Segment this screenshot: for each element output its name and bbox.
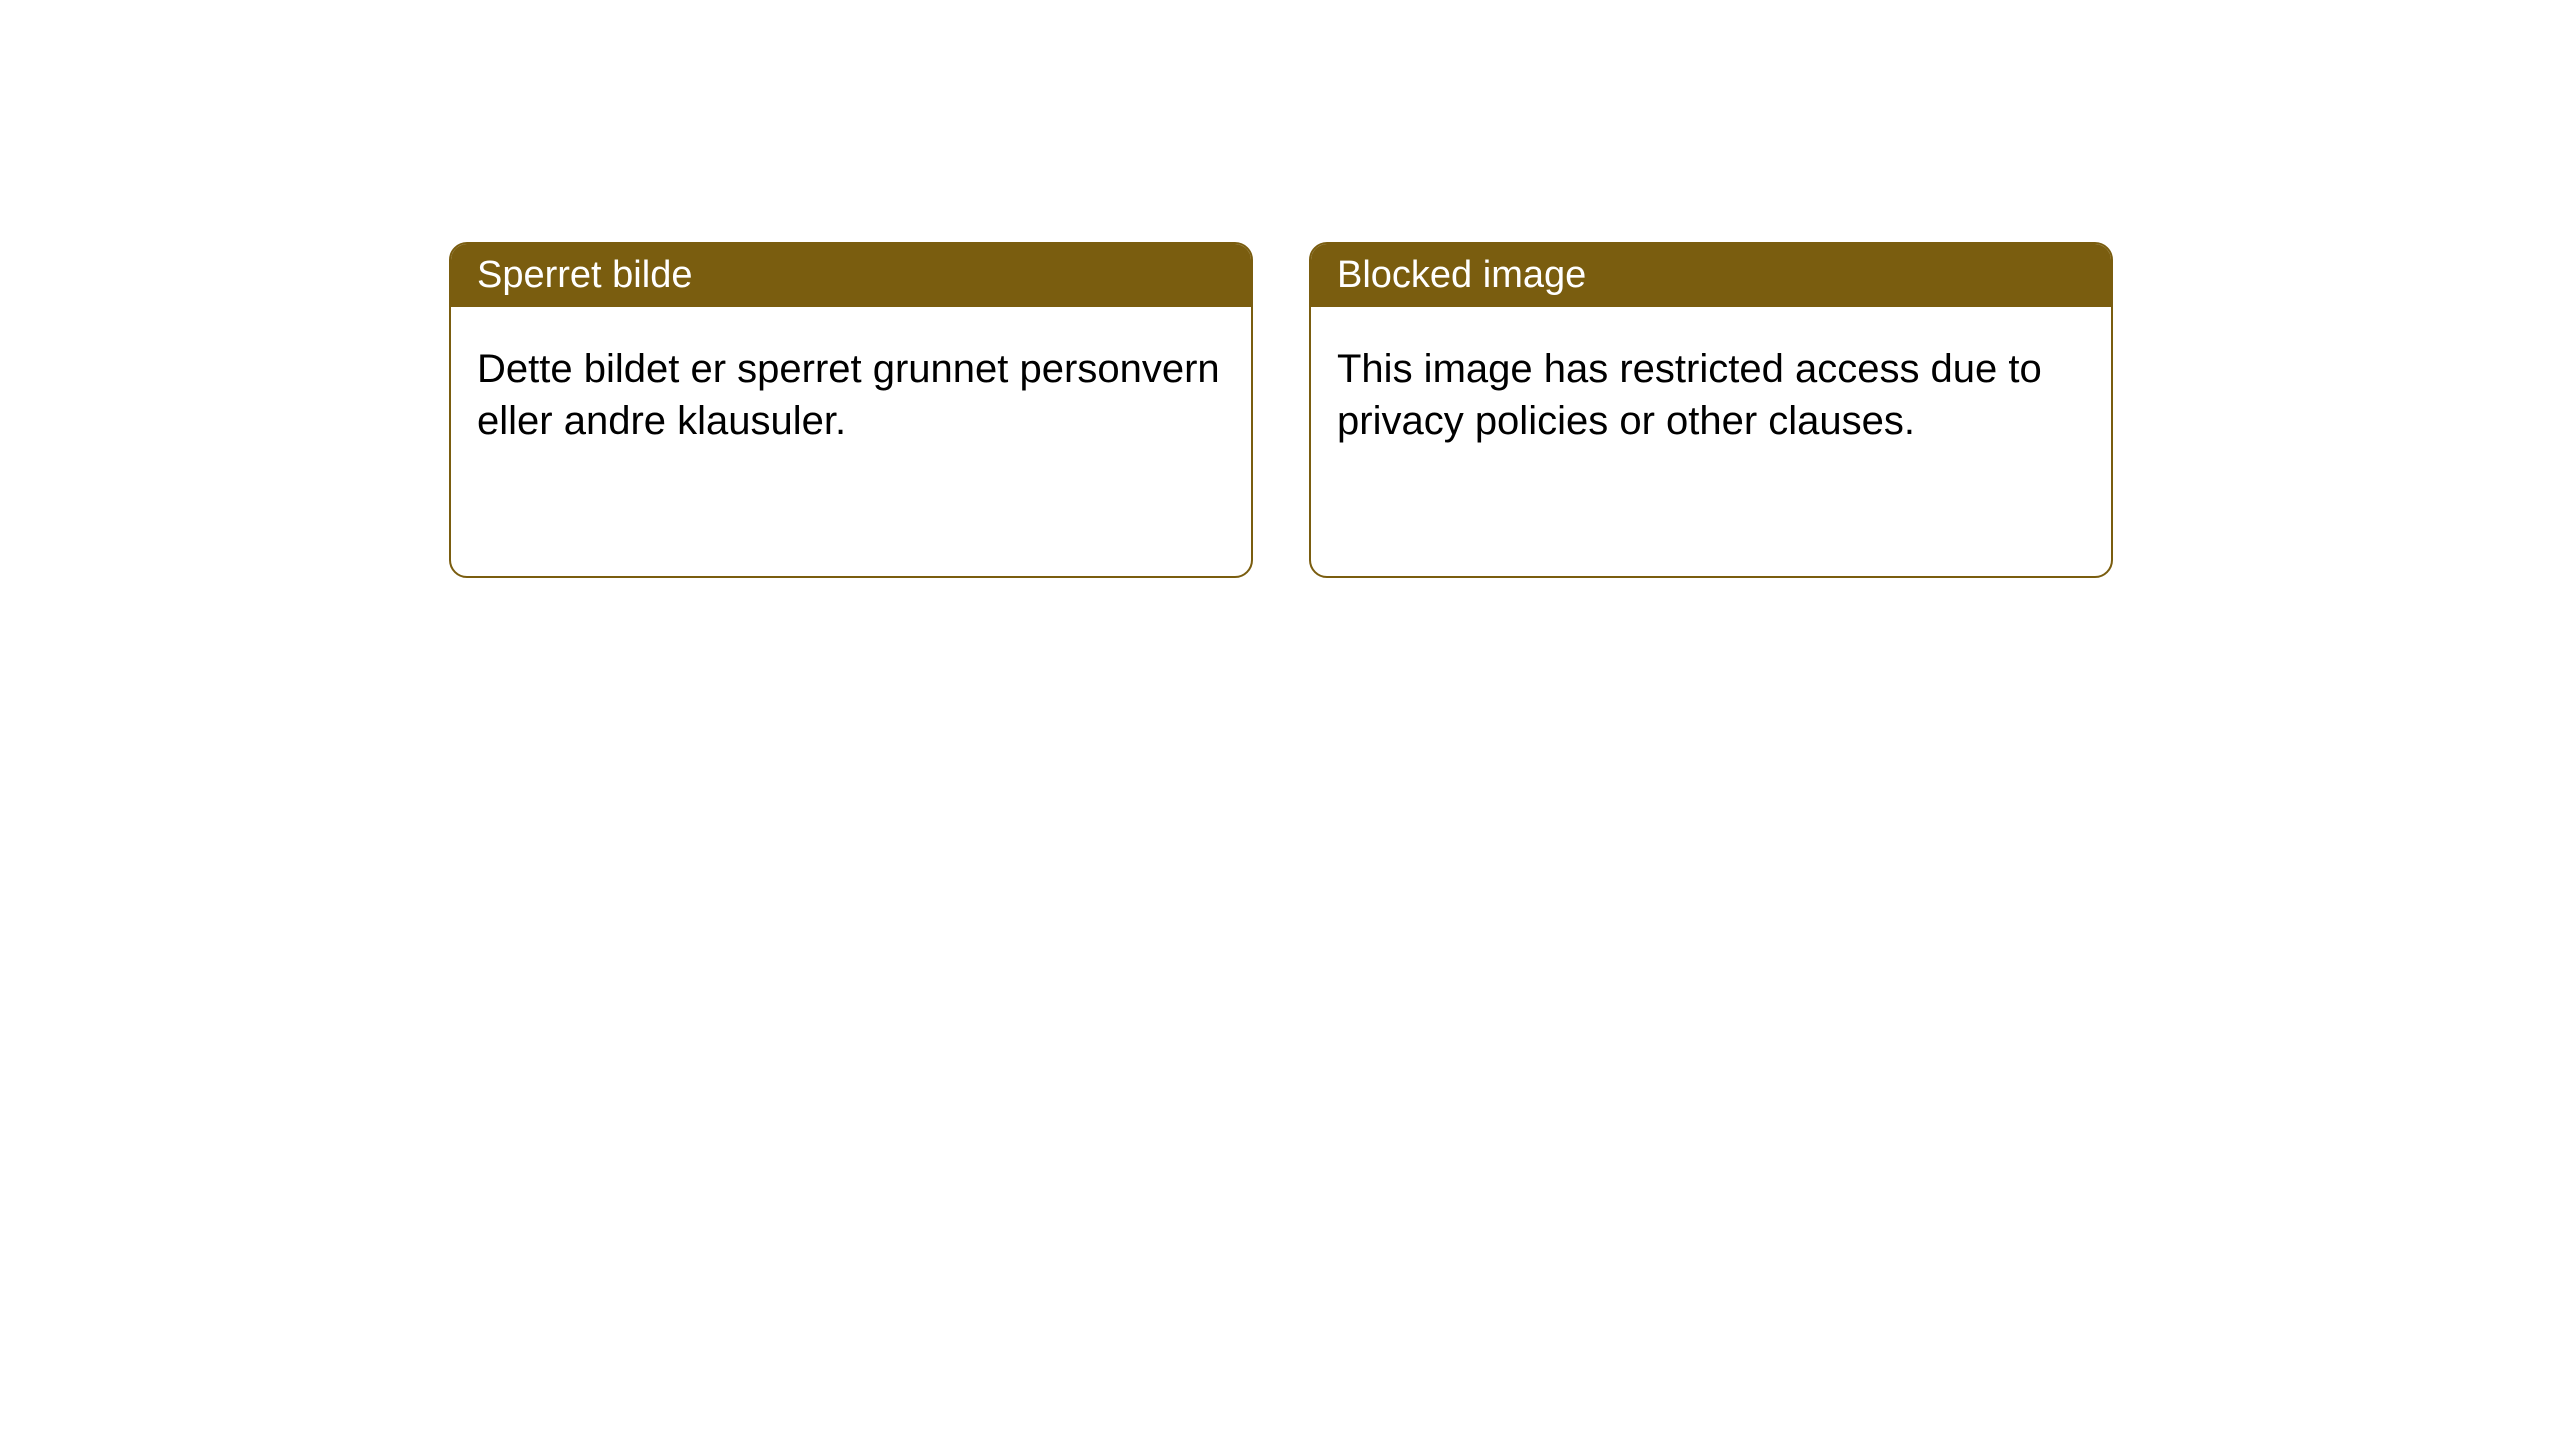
- card-header: Blocked image: [1311, 244, 2111, 307]
- card-body: This image has restricted access due to …: [1311, 307, 2111, 483]
- notice-container: Sperret bilde Dette bildet er sperret gr…: [0, 0, 2560, 578]
- card-message: Dette bildet er sperret grunnet personve…: [477, 347, 1220, 443]
- card-message: This image has restricted access due to …: [1337, 347, 2042, 443]
- blocked-image-card-norwegian: Sperret bilde Dette bildet er sperret gr…: [449, 242, 1253, 578]
- card-title: Blocked image: [1337, 254, 1586, 296]
- blocked-image-card-english: Blocked image This image has restricted …: [1309, 242, 2113, 578]
- card-header: Sperret bilde: [451, 244, 1251, 307]
- card-title: Sperret bilde: [477, 254, 692, 296]
- card-body: Dette bildet er sperret grunnet personve…: [451, 307, 1251, 483]
